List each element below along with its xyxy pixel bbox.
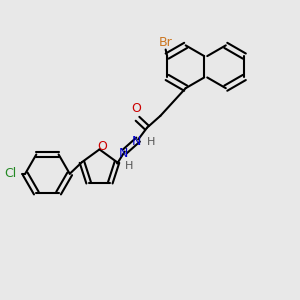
Text: N: N [118,147,128,161]
Text: Br: Br [159,36,172,49]
Text: H: H [146,137,155,147]
Text: Cl: Cl [4,167,17,180]
Text: H: H [125,161,134,171]
Text: O: O [97,140,107,153]
Text: N: N [132,136,141,148]
Text: O: O [131,102,141,115]
